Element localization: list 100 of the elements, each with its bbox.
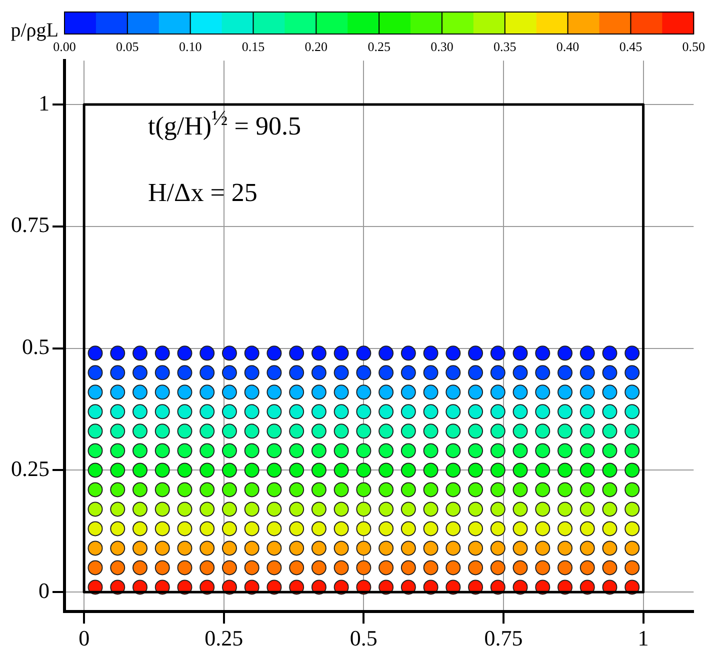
point xyxy=(88,346,103,361)
point xyxy=(446,521,461,536)
point xyxy=(154,365,170,380)
point xyxy=(177,502,192,517)
point xyxy=(378,502,394,517)
point xyxy=(624,482,640,498)
color-bar-label: 0.00 xyxy=(53,39,76,54)
point xyxy=(110,346,126,361)
point xyxy=(490,384,506,400)
point xyxy=(154,384,170,400)
point xyxy=(602,482,618,498)
point xyxy=(289,462,304,478)
point xyxy=(132,404,148,420)
point xyxy=(132,482,148,498)
point xyxy=(132,424,148,439)
point xyxy=(222,521,237,536)
point xyxy=(311,462,326,478)
point xyxy=(423,365,438,380)
annotation: t(g/H)$^{½}$ = 90.5 xyxy=(148,106,301,142)
point xyxy=(446,443,461,458)
point xyxy=(624,404,640,420)
point xyxy=(378,365,394,380)
point xyxy=(289,443,304,458)
point xyxy=(334,540,349,556)
point xyxy=(602,404,618,420)
point xyxy=(423,521,438,536)
color-bar-label: 0.35 xyxy=(494,39,516,54)
point xyxy=(512,384,528,400)
point xyxy=(200,560,215,576)
point xyxy=(535,443,550,458)
y-tick-label: 0.75 xyxy=(11,212,50,238)
point xyxy=(423,560,438,576)
point xyxy=(334,482,349,498)
point xyxy=(266,424,282,439)
point xyxy=(356,560,372,576)
point xyxy=(289,346,304,361)
point xyxy=(535,424,550,439)
point xyxy=(558,540,573,556)
point xyxy=(88,482,103,498)
point xyxy=(88,424,103,439)
point xyxy=(602,384,618,400)
point xyxy=(580,521,595,536)
point xyxy=(154,482,170,498)
point xyxy=(132,443,148,458)
point xyxy=(356,424,372,439)
point xyxy=(311,404,326,420)
point xyxy=(490,521,506,536)
point xyxy=(334,365,349,380)
point xyxy=(311,502,326,517)
point xyxy=(356,521,372,536)
point xyxy=(177,482,192,498)
point xyxy=(132,384,148,400)
y-tick-label: 1 xyxy=(38,90,50,116)
point xyxy=(177,404,192,420)
point xyxy=(446,384,461,400)
point xyxy=(266,404,282,420)
point xyxy=(468,482,484,498)
color-bar-label: 0.15 xyxy=(242,39,265,54)
point xyxy=(110,443,126,458)
point xyxy=(490,560,506,576)
point xyxy=(266,560,282,576)
color-bar-label: 0.45 xyxy=(619,39,642,54)
point xyxy=(558,502,573,517)
point xyxy=(580,443,595,458)
point xyxy=(88,462,103,478)
point xyxy=(154,424,170,439)
point xyxy=(512,424,528,439)
point xyxy=(177,462,192,478)
point xyxy=(266,346,282,361)
point xyxy=(512,404,528,420)
point xyxy=(200,384,215,400)
point xyxy=(177,521,192,536)
point xyxy=(423,502,438,517)
point xyxy=(400,502,416,517)
point xyxy=(378,443,394,458)
point xyxy=(88,540,103,556)
x-tick-label: 0.75 xyxy=(484,626,523,651)
point xyxy=(356,502,372,517)
point xyxy=(446,502,461,517)
point xyxy=(580,365,595,380)
point xyxy=(110,482,126,498)
y-tick-label: 0.5 xyxy=(22,334,50,360)
point xyxy=(132,560,148,576)
point xyxy=(602,502,618,517)
point xyxy=(154,540,170,556)
point xyxy=(177,443,192,458)
point xyxy=(222,443,237,458)
point xyxy=(200,540,215,556)
point xyxy=(88,560,103,576)
point xyxy=(580,482,595,498)
annotation: H/Δx = 25 xyxy=(148,178,258,208)
point xyxy=(200,424,215,439)
color-bar-label: 0.25 xyxy=(368,39,390,54)
point xyxy=(110,560,126,576)
point xyxy=(400,443,416,458)
point xyxy=(624,365,640,380)
point xyxy=(468,346,484,361)
y-tick-label: 0.25 xyxy=(11,456,50,481)
y-tick-label: 0 xyxy=(38,578,50,603)
point xyxy=(400,521,416,536)
